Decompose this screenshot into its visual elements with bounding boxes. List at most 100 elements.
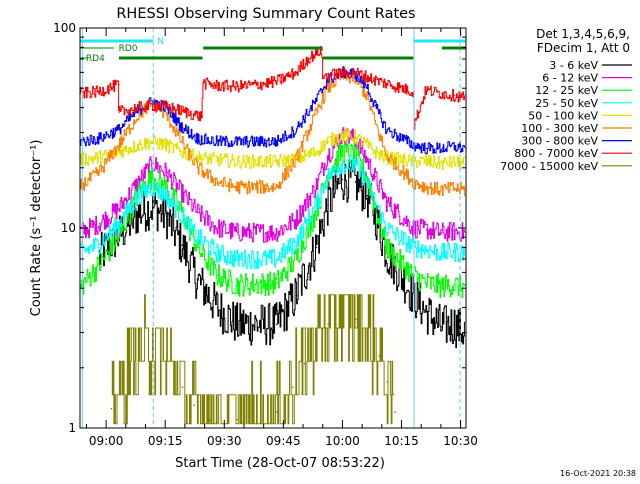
data-point-4-14: [341, 134, 344, 137]
legend-label-3: 25 - 50 keV: [535, 97, 598, 110]
data-point-5-21: [441, 189, 444, 191]
legend-label-0: 3 - 6 keV: [549, 59, 598, 72]
data-point-8-19: [386, 381, 389, 383]
data-point-0-13: [327, 204, 329, 206]
data-point-2-10: [276, 282, 278, 284]
data-point-4-3: [138, 144, 140, 146]
data-point-4-5: [165, 144, 168, 146]
data-point-4-10: [276, 160, 278, 163]
legend-label-8: 7000 - 15000 keV: [500, 160, 598, 173]
data-point-6-12: [315, 100, 318, 103]
data-point-6-1: [98, 137, 101, 140]
data-point-6-16: [366, 85, 369, 88]
data-point-1-12: [315, 186, 318, 188]
data-point-5-12: [315, 113, 318, 116]
data-point-6-17: [374, 104, 377, 107]
data-point-1-9: [236, 231, 239, 234]
legend-header-fdecim: FDecim 1, Att 0: [537, 41, 630, 55]
data-point-8-13: [315, 340, 318, 343]
legend-label-6: 300 - 800 keV: [521, 135, 598, 148]
data-point-7-14: [295, 71, 298, 74]
data-point-6-18: [386, 128, 389, 131]
x-axis-label: Start Time (28-Oct-07 08:53:22): [175, 456, 385, 471]
data-point-6-7: [197, 137, 199, 140]
data-point-2-22: [453, 284, 456, 286]
x-tick-label-3: 09:45: [266, 434, 301, 448]
data-point-1-16: [366, 158, 369, 161]
data-point-2-2: [118, 236, 121, 238]
data-point-7-3: [118, 111, 121, 113]
data-point-8-17: [366, 331, 369, 334]
data-point-7-8: [201, 115, 203, 118]
data-point-2-21: [441, 285, 444, 288]
data-point-4-20: [425, 160, 428, 163]
data-point-2-7: [197, 246, 199, 249]
data-point-0-8: [217, 306, 219, 309]
data-point-8-2: [138, 351, 140, 353]
legend-label-5: 100 - 300 keV: [521, 122, 598, 135]
x-tick-label-5: 10:15: [384, 434, 419, 448]
data-point-5-22: [453, 187, 456, 190]
data-point-5-16: [366, 94, 369, 97]
data-point-3-16: [366, 181, 369, 183]
data-point-1-20: [425, 229, 428, 231]
data-point-3-9: [236, 258, 239, 260]
data-point-7-4: [138, 106, 140, 109]
data-point-8-8: [236, 418, 239, 421]
series-3: [79, 155, 467, 270]
data-point-0-1: [98, 255, 101, 258]
data-point-6-22: [453, 145, 456, 148]
data-point-2-11: [295, 258, 298, 260]
data-point-4-7: [197, 156, 199, 159]
data-point-2-5: [165, 186, 168, 188]
data-point-2-8: [217, 274, 219, 277]
data-point-7-25: [453, 94, 456, 97]
data-point-6-10: [276, 140, 278, 143]
rd0-annotation-label: RD0: [119, 44, 138, 54]
data-point-5-20: [425, 186, 428, 188]
data-point-8-12: [303, 362, 306, 365]
data-point-7-9: [202, 82, 205, 84]
data-point-7-23: [425, 89, 428, 91]
series-line-1: [79, 127, 466, 243]
data-point-5-6: [181, 140, 184, 143]
data-point-7-17: [322, 76, 324, 78]
data-point-3-22: [453, 251, 456, 253]
data-point-7-13: [276, 80, 278, 83]
data-point-3-21: [441, 252, 444, 254]
x-tick-label-2: 09:30: [207, 434, 242, 448]
data-point-6-20: [425, 147, 428, 150]
data-point-2-1: [98, 264, 101, 267]
data-point-5-2: [118, 144, 121, 146]
series-7: [79, 46, 467, 131]
data-point-2-15: [354, 154, 357, 157]
legend-label-2: 12 - 25 keV: [535, 84, 598, 97]
data-point-1-8: [217, 227, 219, 229]
series-8: [110, 294, 396, 425]
data-point-4-8: [217, 158, 219, 161]
data-point-6-6: [181, 126, 184, 128]
data-point-8-9: [256, 415, 259, 417]
data-point-1-3: [138, 181, 140, 183]
data-point-3-11: [295, 241, 298, 243]
data-point-7-18: [335, 73, 337, 75]
data-point-0-22: [453, 323, 456, 326]
data-point-7-6: [165, 105, 168, 108]
data-point-5-7: [197, 167, 199, 169]
data-point-5-8: [217, 181, 219, 183]
data-point-2-18: [386, 246, 389, 249]
data-point-4-21: [441, 162, 444, 165]
data-point-5-13: [327, 87, 329, 89]
data-point-7-2: [117, 84, 120, 86]
data-point-6-21: [441, 147, 444, 150]
data-point-0-3: [138, 212, 140, 215]
data-point-4-17: [374, 151, 377, 153]
data-point-0-9: [236, 323, 239, 326]
data-point-8-3: [152, 347, 155, 350]
data-point-8-5: [181, 386, 184, 389]
data-point-1-5: [165, 171, 168, 173]
data-point-8-1: [126, 376, 129, 378]
data-point-4-15: [354, 136, 357, 138]
